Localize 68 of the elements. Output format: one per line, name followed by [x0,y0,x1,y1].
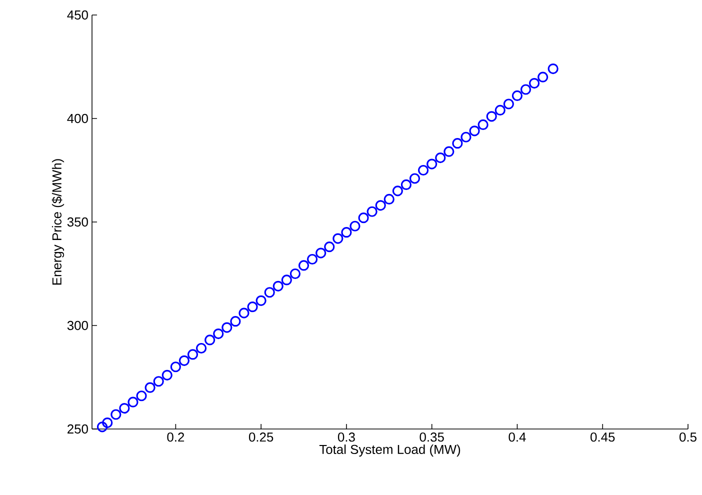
point [162,370,172,380]
point [435,152,446,164]
x-tick-label: 0.5 [680,432,696,442]
point [170,362,181,372]
point [110,409,122,420]
point [409,173,420,184]
x-tick-label: 0.45 [590,432,615,442]
point [503,98,514,110]
point [366,206,378,217]
point [238,308,250,318]
point [350,220,360,232]
point [426,158,438,170]
point [264,287,275,298]
point [375,200,386,211]
y-tick-label: 250 [68,424,88,434]
point [213,328,224,340]
point [512,90,523,102]
point [196,342,207,354]
point [128,396,138,408]
point [341,227,352,238]
point [486,111,497,122]
y-tick-label: 450 [67,10,88,20]
point [520,84,532,95]
point [384,194,394,205]
point [204,334,216,346]
point [281,274,292,286]
point [96,422,108,432]
point [529,78,540,89]
point [187,349,198,360]
x-tick-label: 0.3 [338,432,355,442]
x-tick-label: 0.2 [167,432,184,442]
point [400,179,412,190]
y-tick-label: 400 [67,114,88,124]
point [452,138,463,149]
point [307,254,318,265]
point [222,322,232,333]
point [538,72,548,82]
point [144,382,156,393]
point [247,302,258,312]
point [392,186,403,196]
point [256,295,266,306]
point [494,104,506,116]
point [290,268,301,280]
point [324,242,335,252]
point [444,146,454,157]
point [102,417,113,428]
point [548,64,558,74]
x-tick-label: 0.25 [248,432,274,442]
y-tick-label: 300 [67,320,88,330]
point [316,248,326,258]
point [119,402,130,414]
point [272,280,284,292]
y-tick-label: 350 [67,217,88,227]
point [418,164,429,176]
point [230,316,241,327]
y-axis-title: Energy Price ($/MWh) [52,159,64,285]
point [298,260,310,271]
point [136,390,147,402]
x-axis-title: Total System Load (MW) [319,444,460,457]
point [478,119,488,130]
x-tick-label: 0.35 [420,432,444,442]
x-tick-label: 0.4 [508,432,526,442]
point [460,132,472,142]
point [178,355,190,366]
point [153,376,164,387]
point [332,233,344,244]
point [469,126,480,136]
point [358,212,369,224]
